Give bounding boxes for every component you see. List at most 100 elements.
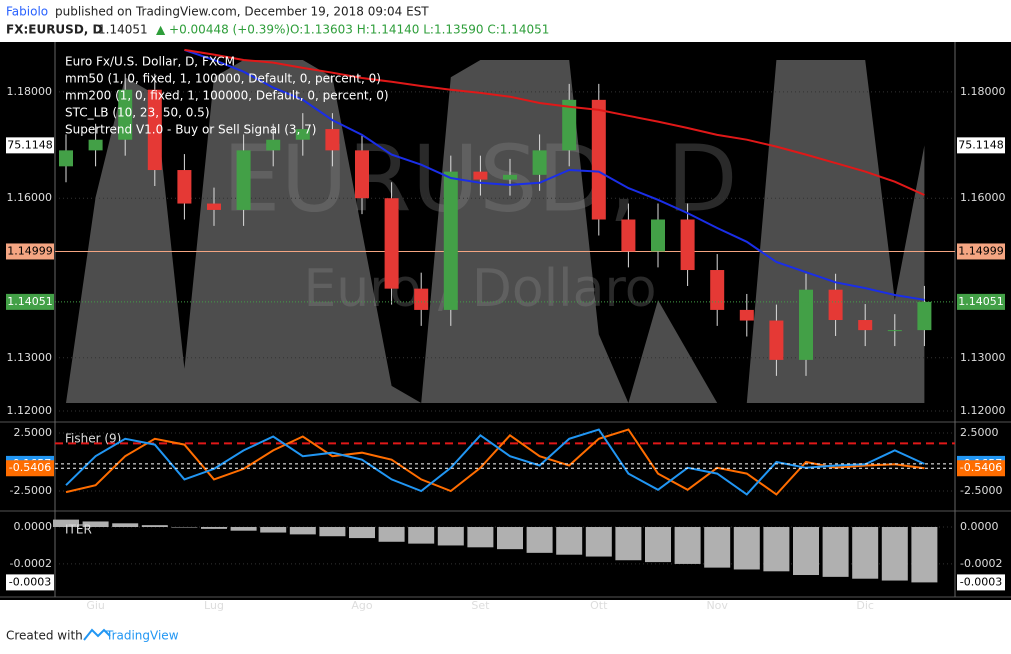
x-tick-label: Nov — [706, 599, 728, 612]
candle-body — [473, 171, 488, 180]
candle-body — [828, 289, 843, 321]
badge-left-label: -0.5406 — [9, 461, 51, 474]
legend-entry: Euro Fx/U.S. Dollar, D, FXCM — [65, 55, 235, 69]
author[interactable]: Fabiolo — [6, 5, 48, 19]
badge-right — [957, 137, 1005, 154]
histogram-bar — [645, 527, 671, 563]
badge-right-label: 75.1148 — [958, 138, 1004, 151]
badge-left — [6, 293, 54, 310]
candle-body — [384, 198, 399, 289]
ohlc: O:1.13603 H:1.14140 L:1.13590 C:1.14051 — [290, 23, 549, 37]
badge-left-label: 1.14051 — [7, 295, 53, 308]
candle-body — [917, 301, 932, 331]
badge-left — [6, 460, 54, 477]
badge-left — [6, 574, 54, 591]
histogram-bar — [556, 527, 583, 555]
candle-body — [207, 203, 221, 210]
candle-body — [147, 89, 162, 171]
y-tick-label: -2.5000 — [10, 484, 52, 497]
stc-area — [66, 60, 925, 403]
histogram-bar — [822, 527, 849, 577]
moving-average — [184, 48, 925, 301]
x-tick-label: Set — [471, 599, 490, 612]
candle-body — [769, 320, 784, 360]
y-tick-label: 1.18000 — [7, 85, 53, 98]
legend-entry: mm200 (1, 0, fixed, 1, 100000, Default, … — [65, 89, 389, 103]
last-price: 1.14051 — [98, 23, 148, 37]
x-tick-label: Ott — [590, 599, 608, 612]
histogram-bar — [467, 527, 494, 548]
badge-right-label: -0.0003 — [960, 575, 1002, 588]
y-tick-label: 1.13000 — [7, 351, 53, 364]
legend-entry: STC_LB (10, 23, 50, 0.5) — [65, 106, 210, 120]
badge-left-label: 75.1148 — [7, 138, 53, 151]
y-tick-label: 0.0000 — [960, 520, 999, 533]
x-tick-label: Ago — [351, 599, 373, 612]
histogram-bar — [289, 527, 316, 535]
y-tick-label: 1.12000 — [960, 404, 1006, 417]
candle-body — [651, 219, 665, 252]
histogram-bar — [349, 527, 375, 539]
brand[interactable]: TradingView — [105, 629, 179, 643]
y-tick-label: 1.12000 — [7, 404, 53, 417]
badge-right — [957, 460, 1005, 477]
badge-right-label: 1.14051 — [958, 295, 1004, 308]
histogram-bar — [881, 527, 908, 581]
candle-body — [325, 129, 340, 151]
moving-average — [184, 48, 925, 196]
logo — [83, 628, 111, 641]
candle-body — [236, 150, 251, 210]
candle-body — [710, 270, 725, 310]
badge-left — [6, 137, 54, 154]
y-tick-label: -0.0002 — [960, 557, 1002, 570]
candle-body — [118, 89, 133, 140]
candle-body — [503, 174, 517, 180]
x-tick-label: Lug — [204, 599, 224, 612]
histogram-bar — [201, 527, 227, 529]
candle-body — [414, 288, 429, 310]
candle-body — [177, 170, 192, 204]
candle-body — [59, 150, 73, 167]
histogram-bar — [526, 527, 553, 553]
created-with: Created with — [6, 629, 83, 643]
histogram-bar — [704, 527, 731, 568]
candle-body — [739, 309, 754, 321]
histogram-bar — [763, 527, 790, 572]
badge-right — [957, 574, 1005, 591]
y-tick-label: 2.5000 — [14, 426, 53, 439]
histogram-bar — [260, 527, 287, 533]
candle-body — [355, 150, 369, 199]
histogram-bar — [733, 527, 760, 570]
badge-left — [6, 243, 54, 260]
candle-body — [295, 129, 310, 140]
y-tick-label: 1.13000 — [960, 351, 1006, 364]
histogram-bar — [82, 521, 109, 528]
candle-body — [562, 99, 577, 151]
published: published on TradingView.com, December 1… — [55, 5, 429, 19]
oscillator-line — [65, 428, 925, 496]
histogram-bar — [112, 523, 139, 528]
badge-right — [957, 293, 1005, 310]
histogram-bar — [585, 527, 612, 557]
change: ▲ +0.00448 (+0.39%) — [156, 23, 290, 37]
badge-right-label: 1.14999 — [958, 244, 1004, 257]
oscillator-line — [65, 428, 925, 496]
x-tick-label: Giu — [86, 599, 105, 612]
histogram-bar — [171, 527, 198, 528]
candle-body — [591, 99, 606, 220]
histogram-bar — [497, 527, 523, 550]
histogram-bar — [408, 527, 435, 544]
y-tick-label: 1.18000 — [960, 85, 1006, 98]
candle-body — [532, 150, 547, 175]
legend-entry: mm50 (1, 0, fixed, 1, 100000, Default, 0… — [65, 72, 381, 86]
candle-body — [799, 289, 813, 360]
legend-entry: Supertrend V1.0 - Buy or Sell Signal (3,… — [65, 123, 316, 137]
histogram-bar — [793, 527, 819, 576]
candle-body — [88, 139, 103, 151]
pane-title: Fisher (9) — [65, 432, 121, 446]
histogram-bar — [911, 527, 938, 583]
badge-right-label: -0.5406 — [960, 461, 1002, 474]
histogram-bar — [437, 527, 464, 546]
y-tick-label: 1.16000 — [7, 191, 53, 204]
